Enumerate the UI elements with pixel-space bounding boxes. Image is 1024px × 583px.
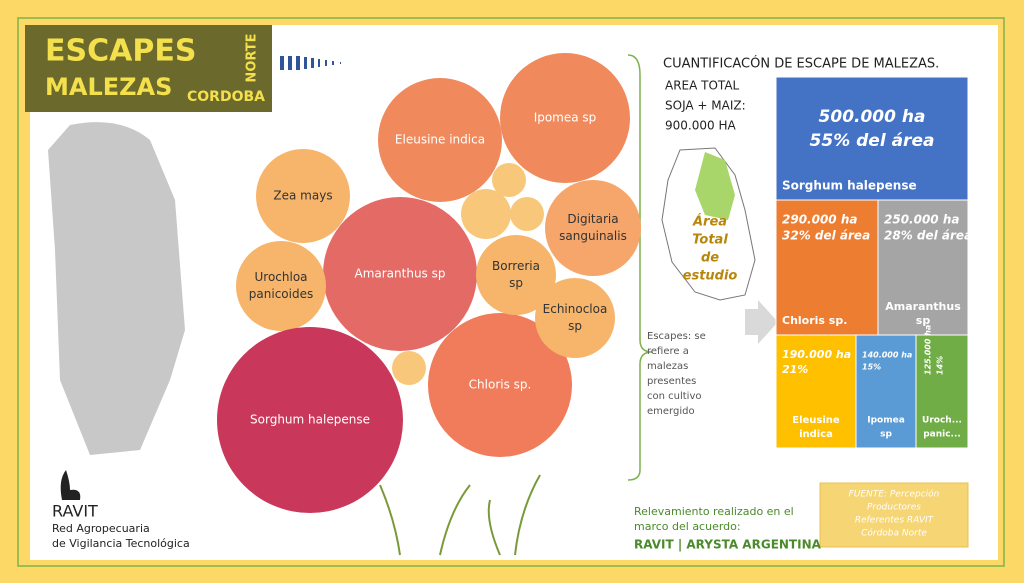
bubble-label: sanguinalis — [559, 229, 627, 243]
treemap-cell — [775, 76, 969, 201]
note-line: emergido — [647, 406, 695, 417]
org-line: Red Agropecuaria — [52, 522, 150, 535]
map-label: Área — [692, 214, 727, 230]
progress-ticks — [280, 56, 341, 70]
bubble-label: sp — [568, 319, 582, 333]
bubble — [492, 163, 526, 197]
map-study-area — [695, 152, 735, 220]
bubble — [256, 149, 350, 243]
source-box — [819, 482, 969, 548]
org-line: de Vigilancia Tecnológica — [52, 537, 190, 550]
bubble — [535, 278, 615, 358]
bubble-label: panicoides — [249, 287, 313, 301]
survey-line: marco del acuerdo: — [634, 520, 741, 533]
treemap-cell — [775, 334, 857, 449]
title-box — [25, 25, 272, 112]
treemap-name: Uroch... — [922, 416, 962, 426]
treemap-cell — [877, 199, 969, 336]
note-line: Escapes: se — [647, 331, 706, 342]
treemap-share: 32% del área — [782, 229, 870, 243]
survey-partners: RAVIT | ARYSTA ARGENTINA — [634, 538, 822, 552]
bubble — [476, 235, 556, 315]
bubble-label: Urochloa — [254, 270, 307, 284]
treemap-share: 55% del área — [810, 131, 935, 151]
bubble — [500, 53, 630, 183]
summary-line: AREA TOTAL — [665, 79, 740, 93]
note-line: con cultivo — [647, 391, 701, 402]
treemap-cell — [915, 334, 969, 449]
bubble-label: Amaranthus sp — [355, 267, 446, 281]
bubble-label: Ipomea sp — [534, 111, 597, 125]
bubble — [461, 189, 511, 239]
treemap-cell — [775, 199, 879, 336]
treemap-name: Amaranthus — [885, 300, 961, 313]
map-label: estudio — [683, 269, 738, 284]
bubble — [217, 327, 403, 513]
note-line: malezas — [647, 361, 688, 372]
treemap-name: Sorghum halepense — [782, 179, 917, 193]
treemap-area: 140.000 ha — [862, 351, 912, 360]
map-label: Total — [692, 233, 728, 248]
arrow — [745, 300, 778, 344]
treemap-share: 28% del área — [884, 229, 972, 243]
bubble — [428, 313, 572, 457]
treemap-share: 15% — [862, 363, 881, 372]
summary-title: CUANTIFICACÓN DE ESCAPE DE MALEZAS. — [663, 56, 939, 72]
source-line: Referentes RAVIT — [855, 516, 935, 526]
person-silhouette — [48, 122, 185, 456]
summary-line: SOJA + MAIZ: — [665, 99, 746, 113]
title: MALEZAS — [45, 73, 172, 101]
bubble — [323, 197, 477, 351]
bubble — [236, 241, 326, 331]
treemap-name: indica — [799, 429, 833, 440]
frame — [17, 17, 1005, 567]
bubble-label: sp — [509, 276, 523, 290]
bubble-label: Sorghum halepense — [250, 413, 370, 427]
plants — [379, 474, 541, 556]
treemap-name: Eleusine — [792, 415, 840, 426]
survey-line: Relevamiento realizado en el — [634, 505, 794, 518]
source-line: Córdoba Norte — [861, 528, 927, 539]
treemap-cell — [855, 334, 917, 449]
region-vertical: NORTE — [245, 33, 260, 82]
treemap-share: 14% — [936, 356, 945, 375]
source-line: Productores — [867, 503, 921, 513]
treemap-area: 125.000 ha — [924, 325, 933, 375]
org-name: RAVIT — [52, 502, 98, 521]
rabbit-logo — [60, 470, 81, 500]
bubble-label: Zea mays — [273, 189, 332, 203]
treemap-area: 290.000 ha — [782, 213, 857, 227]
region: CORDOBA — [187, 89, 265, 105]
bubble-label: Chloris sp. — [469, 378, 532, 392]
bubble-label: Echinocloa — [543, 302, 608, 316]
bubble-label: Digitaria — [567, 212, 618, 226]
bubble — [392, 351, 426, 385]
bubble — [510, 197, 544, 231]
source-line: FUENTE: Percepción — [849, 489, 940, 500]
map-label: de — [701, 251, 719, 266]
treemap-area: 250.000 ha — [884, 213, 959, 227]
bracket — [627, 54, 653, 481]
treemap-area: 190.000 ha — [782, 348, 851, 361]
bubble — [378, 78, 502, 202]
treemap-name: panic... — [923, 430, 961, 440]
treemap-share: 21% — [782, 363, 808, 376]
bubble — [545, 180, 641, 276]
treemap-name: Chloris sp. — [782, 314, 847, 327]
bubble-label: Borreria — [492, 259, 540, 273]
treemap-name: Ipomea — [867, 416, 905, 426]
treemap-area: 500.000 ha — [819, 107, 926, 127]
note-line: presentes — [647, 376, 696, 387]
summary-line: 900.000 HA — [665, 119, 736, 133]
treemap-name: sp — [916, 314, 931, 327]
note-line: refiere a — [647, 346, 689, 357]
title: ESCAPES — [45, 34, 196, 69]
bubble-label: Eleusine indica — [395, 133, 485, 147]
treemap-name: sp — [880, 430, 892, 440]
